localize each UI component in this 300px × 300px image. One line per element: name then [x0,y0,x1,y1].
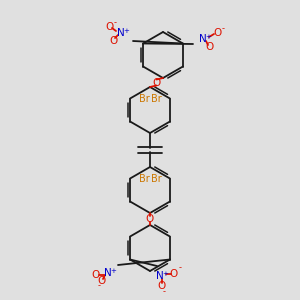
Text: -: - [98,281,100,290]
Text: -: - [113,19,116,28]
Text: N: N [199,34,207,44]
Text: O: O [152,77,160,88]
Text: N: N [156,271,164,281]
Text: O: O [158,281,166,291]
Text: -: - [178,263,182,272]
Text: O: O [170,269,178,279]
Text: Br: Br [151,94,161,103]
Text: O: O [92,270,100,280]
Text: O: O [109,36,117,46]
Text: +: + [205,34,211,40]
Text: Br: Br [139,94,149,103]
Text: O: O [98,276,106,286]
Text: N: N [117,28,125,38]
Text: -: - [221,25,224,34]
Text: O: O [146,214,154,224]
Text: -: - [163,287,166,296]
Text: +: + [110,268,116,274]
Text: O: O [105,22,113,32]
Text: Br: Br [151,173,161,184]
Text: +: + [162,271,168,277]
Text: O: O [213,28,221,38]
Text: Br: Br [139,173,149,184]
Text: +: + [123,28,129,34]
Text: N: N [104,268,112,278]
Text: O: O [205,42,213,52]
